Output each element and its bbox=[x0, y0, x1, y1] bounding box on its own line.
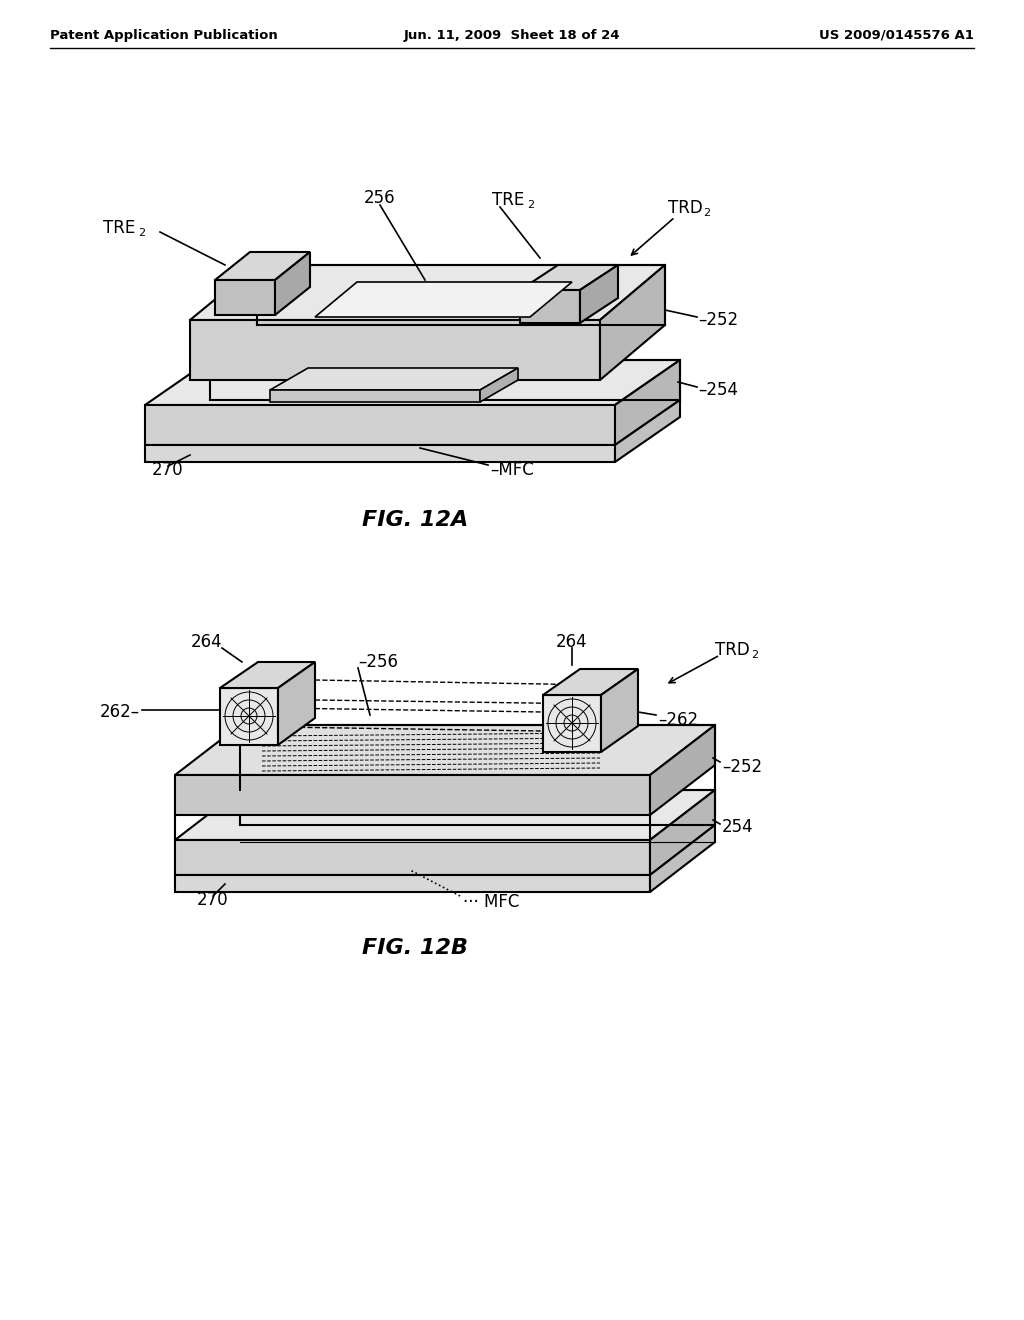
Text: 2: 2 bbox=[703, 209, 710, 218]
Polygon shape bbox=[600, 265, 665, 380]
Polygon shape bbox=[315, 282, 572, 317]
Polygon shape bbox=[601, 669, 638, 752]
Text: 270: 270 bbox=[197, 891, 228, 909]
Polygon shape bbox=[520, 265, 618, 290]
Text: FIG. 12B: FIG. 12B bbox=[362, 939, 468, 958]
Polygon shape bbox=[278, 663, 315, 744]
Text: Jun. 11, 2009  Sheet 18 of 24: Jun. 11, 2009 Sheet 18 of 24 bbox=[403, 29, 621, 41]
Text: 264: 264 bbox=[556, 634, 588, 651]
Polygon shape bbox=[175, 775, 650, 814]
Polygon shape bbox=[145, 360, 680, 405]
Polygon shape bbox=[650, 825, 715, 892]
Text: US 2009/0145576 A1: US 2009/0145576 A1 bbox=[819, 29, 974, 41]
Text: FIG. 12A: FIG. 12A bbox=[361, 510, 468, 531]
Polygon shape bbox=[145, 405, 615, 445]
Polygon shape bbox=[220, 688, 278, 744]
Text: 2: 2 bbox=[138, 228, 145, 238]
Text: –256: –256 bbox=[358, 653, 398, 671]
Text: –252: –252 bbox=[698, 312, 738, 329]
Text: 256: 256 bbox=[365, 189, 396, 207]
Polygon shape bbox=[270, 389, 480, 403]
Polygon shape bbox=[190, 319, 600, 380]
Polygon shape bbox=[220, 663, 315, 688]
Polygon shape bbox=[615, 360, 680, 445]
Polygon shape bbox=[543, 669, 638, 696]
Polygon shape bbox=[215, 252, 310, 280]
Polygon shape bbox=[175, 725, 715, 775]
Polygon shape bbox=[175, 840, 650, 875]
Text: 262–: 262– bbox=[100, 704, 140, 721]
Text: TRE: TRE bbox=[103, 219, 135, 238]
Polygon shape bbox=[175, 789, 715, 840]
Text: 254: 254 bbox=[722, 818, 754, 836]
Text: 264: 264 bbox=[191, 634, 223, 651]
Polygon shape bbox=[543, 696, 601, 752]
Text: TRD: TRD bbox=[668, 199, 702, 216]
Text: 270: 270 bbox=[152, 461, 183, 479]
Polygon shape bbox=[190, 265, 665, 319]
Text: ··· MFC: ··· MFC bbox=[463, 894, 519, 911]
Text: 2: 2 bbox=[527, 201, 535, 210]
Polygon shape bbox=[275, 252, 310, 315]
Polygon shape bbox=[580, 265, 618, 323]
Polygon shape bbox=[520, 290, 580, 323]
Text: –252: –252 bbox=[722, 758, 762, 776]
Polygon shape bbox=[650, 789, 715, 875]
Text: TRD: TRD bbox=[715, 642, 750, 659]
Polygon shape bbox=[175, 875, 650, 892]
Polygon shape bbox=[615, 400, 680, 462]
Text: –MFC: –MFC bbox=[490, 461, 534, 479]
Polygon shape bbox=[215, 280, 275, 315]
Polygon shape bbox=[145, 445, 615, 462]
Text: Patent Application Publication: Patent Application Publication bbox=[50, 29, 278, 41]
Text: –254: –254 bbox=[698, 381, 738, 399]
Polygon shape bbox=[480, 368, 518, 403]
Text: –262: –262 bbox=[658, 711, 698, 729]
Polygon shape bbox=[270, 368, 518, 389]
Text: TRE: TRE bbox=[492, 191, 524, 209]
Polygon shape bbox=[650, 725, 715, 814]
Text: 2: 2 bbox=[751, 649, 758, 660]
